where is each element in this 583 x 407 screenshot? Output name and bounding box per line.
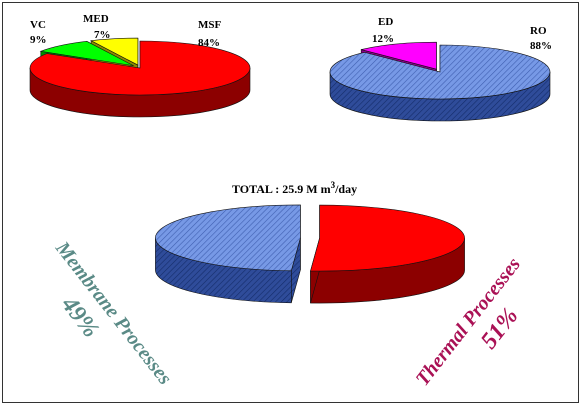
- label-vc-pct: 9%: [30, 34, 47, 46]
- total-title: TOTAL : 25.9 M m3/day: [232, 180, 357, 196]
- label-ro-pct: 88%: [530, 40, 552, 52]
- label-med: MED: [83, 13, 109, 25]
- label-msf-pct: 84%: [198, 37, 220, 49]
- figure-frame: [2, 2, 579, 403]
- label-ed-pct: 12%: [372, 33, 394, 45]
- label-med-pct: 7%: [94, 29, 111, 41]
- total-slice-thermal-processes: [310, 204, 465, 272]
- label-vc: VC: [30, 19, 46, 31]
- total-slice-membrane-processes: [155, 204, 301, 272]
- membrane-slice-ro: [329, 44, 551, 100]
- thermal-slice-vc: [39, 41, 134, 67]
- label-ed: ED: [378, 16, 393, 28]
- membrane-slice-ed: [361, 41, 437, 70]
- thermal-pie: [29, 37, 251, 118]
- total-pie: [155, 204, 465, 304]
- label-msf: MSF: [198, 19, 222, 31]
- thermal-slice-msf: [29, 40, 251, 96]
- thermal-slice-med: [90, 37, 139, 66]
- membrane-pie: [329, 41, 551, 122]
- membrane-label-group: Membrane Processes 49%: [50, 237, 176, 389]
- label-ro: RO: [530, 25, 547, 37]
